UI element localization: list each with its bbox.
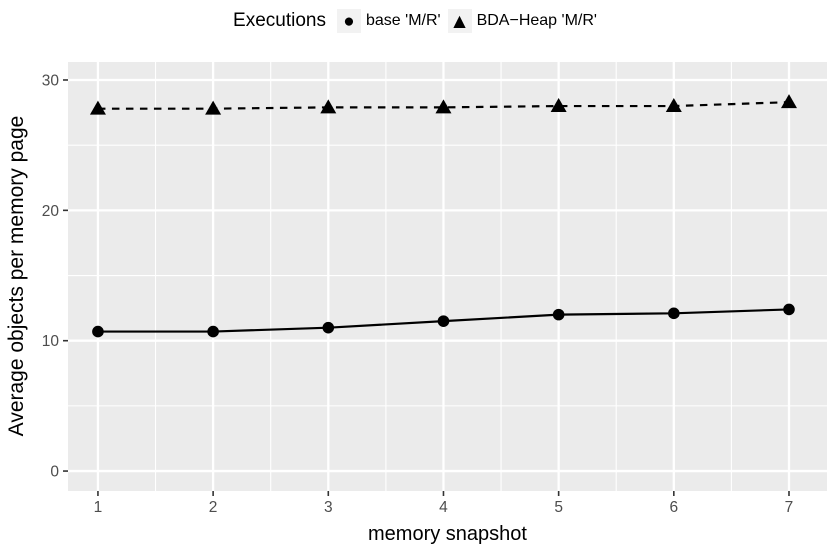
data-point-circle [552, 308, 565, 321]
x-tick-label: 5 [554, 499, 563, 516]
x-tick-label: 3 [324, 499, 333, 516]
legend-item-base: ● base 'M/R' [337, 9, 441, 33]
data-point-triangle [780, 94, 797, 109]
y-tick-label: 20 [42, 203, 60, 220]
legend: Executions ● base 'M/R' ▲ BDA−Heap 'M/R' [0, 6, 830, 36]
data-point-circle [92, 325, 104, 338]
y-tick-label: 0 [50, 464, 59, 481]
y-axis-title: Average objects per memory page [5, 115, 28, 437]
x-axis-title: memory snapshot [368, 523, 527, 545]
legend-item-bda-heap: ▲ BDA−Heap 'M/R' [447, 9, 597, 33]
data-point-circle [322, 321, 335, 334]
circle-marker-icon: ● [343, 10, 355, 32]
legend-item-label: BDA−Heap 'M/R' [476, 12, 597, 29]
triangle-marker-icon: ▲ [449, 9, 470, 33]
data-point-triangle [205, 100, 222, 115]
y-tick-label: 10 [42, 333, 60, 350]
x-tick-label: 4 [439, 499, 448, 516]
x-tick-label: 6 [670, 499, 679, 516]
legend-title: Executions [233, 10, 326, 31]
data-point-triangle [320, 99, 337, 114]
x-tick-label: 7 [785, 499, 794, 516]
data-point-triangle [550, 98, 567, 113]
legend-key: ▲ [447, 9, 472, 33]
data-point-triangle [665, 98, 682, 113]
data-point-circle [668, 307, 680, 320]
data-point-triangle [89, 100, 106, 115]
data-point-circle [783, 303, 795, 316]
data-point-circle [437, 315, 450, 327]
x-tick-label: 1 [94, 499, 103, 516]
data-point-triangle [435, 99, 452, 114]
panel-background [68, 62, 827, 491]
x-tick-label: 2 [209, 499, 218, 516]
y-tick-label: 30 [42, 72, 60, 89]
data-point-circle [207, 325, 219, 338]
legend-item-label: base 'M/R' [366, 12, 441, 29]
legend-key: ● [337, 9, 361, 33]
